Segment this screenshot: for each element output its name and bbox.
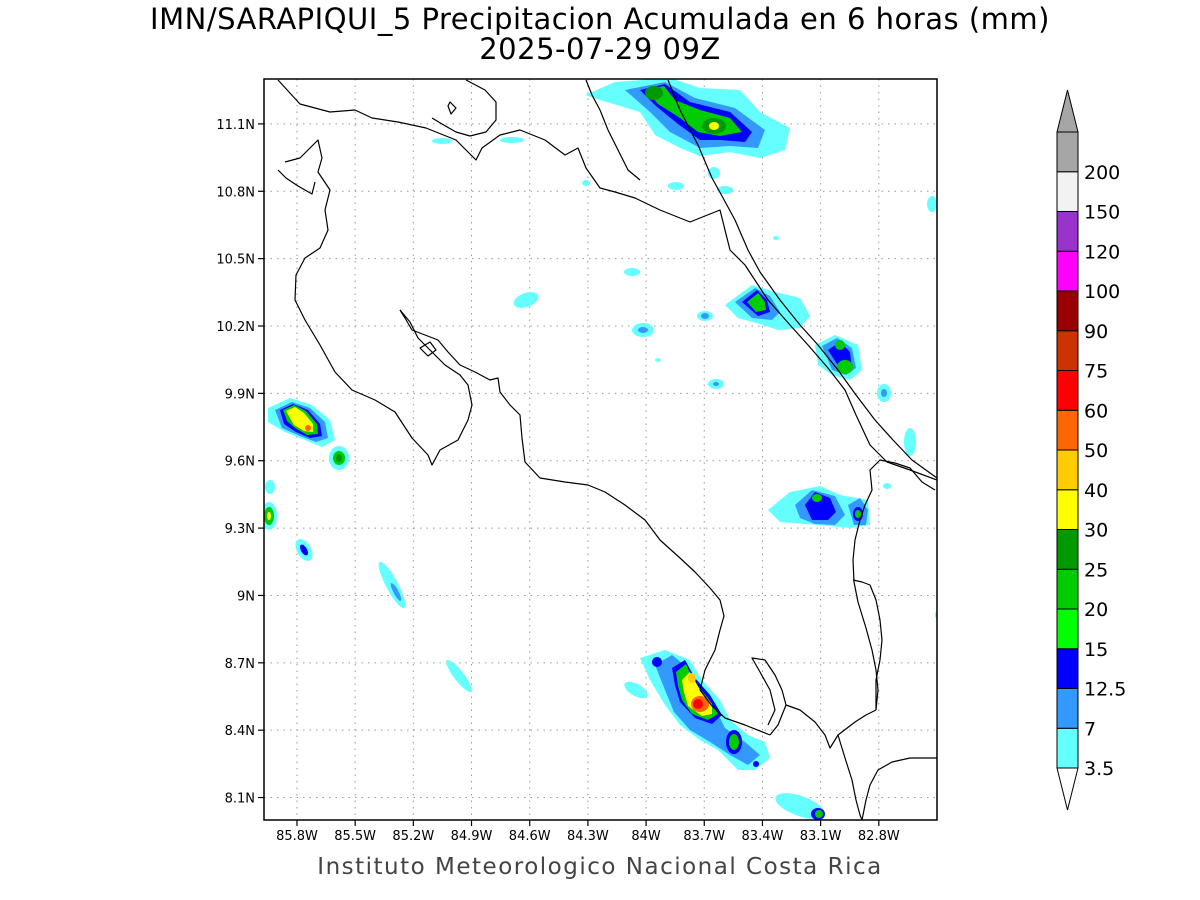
x-tick-label: 84W <box>631 829 661 844</box>
precip-cell-nw-pacific-2 <box>329 446 349 470</box>
footer-credit: Instituto Meteorologico Nacional Costa R… <box>317 854 883 880</box>
y-tick-label: 8.7N <box>225 657 255 672</box>
colorbar-label: 50 <box>1084 440 1108 462</box>
precip-cell-caribbean-north <box>513 268 810 389</box>
precipitation-cells <box>264 79 937 820</box>
y-tick-label: 10.5N <box>216 253 255 268</box>
x-tick-label: 83.1W <box>800 829 842 844</box>
colorbar-swatch <box>1056 727 1079 769</box>
map-timestamp: 2025-07-29 09Z <box>479 32 721 66</box>
colorbar-swatch <box>1056 648 1079 689</box>
colorbar-label: 7 <box>1084 718 1096 740</box>
x-tick-label: 85.5W <box>334 829 376 844</box>
x-tick-label: 83.7W <box>683 829 725 844</box>
colorbar-label: 100 <box>1084 281 1120 303</box>
y-tick-label: 9.6N <box>225 455 255 470</box>
colorbar-swatch <box>1056 131 1079 173</box>
colorbar: 3.5 7 12.5 15 20 25 30 40 50 60 75 90 100 120 150 200 <box>1056 89 1126 811</box>
colorbar-swatch <box>1056 529 1079 570</box>
colorbar-label: 25 <box>1084 559 1108 581</box>
x-tick-label: 85.2W <box>392 829 434 844</box>
colorbar-label: 75 <box>1084 361 1108 383</box>
coastline-borders <box>277 79 937 820</box>
colorbar-label: 20 <box>1084 599 1108 621</box>
precip-cell-caribbean-limon <box>815 335 916 456</box>
colorbar-swatch <box>1056 688 1079 729</box>
colorbar-label: 200 <box>1084 162 1120 184</box>
colorbar-swatch <box>1056 608 1079 650</box>
precip-cell-west-edge <box>264 480 472 693</box>
colorbar-swatch <box>1056 409 1079 451</box>
colorbar-max-arrow <box>1056 89 1079 133</box>
colorbar-swatch <box>1056 449 1079 491</box>
colorbar-label: 12.5 <box>1084 679 1126 701</box>
grid-lines <box>264 79 937 820</box>
map-axes: 85.8W 85.5W 85.2W 84.9W 84.6W 84.3W 84W 83.7W 83… <box>216 118 900 844</box>
y-tick-label: 8.4N <box>225 724 255 739</box>
colorbar-label: 30 <box>1084 520 1108 542</box>
colorbar-swatch <box>1056 568 1079 610</box>
x-tick-label: 82.8W <box>858 829 900 844</box>
colorbar-label: 60 <box>1084 400 1108 422</box>
colorbar-label: 40 <box>1084 480 1108 502</box>
colorbar-label: 3.5 <box>1084 758 1114 780</box>
colorbar-label: 120 <box>1084 241 1120 263</box>
x-tick-label: 85.8W <box>276 829 318 844</box>
y-tick-label: 10.2N <box>216 320 255 335</box>
colorbar-swatch <box>1056 211 1079 252</box>
map-title: IMN/SARAPIQUI_5 Precipitacion Acumulada … <box>150 2 1050 36</box>
y-tick-label: 10.8N <box>216 185 255 200</box>
x-tick-label: 84.3W <box>567 829 609 844</box>
y-tick-label: 8.1N <box>225 792 255 807</box>
y-tick-label: 9.9N <box>225 387 255 402</box>
colorbar-swatch <box>1056 330 1079 371</box>
y-tick-label: 11.1N <box>216 118 255 133</box>
colorbar-swatch <box>1056 171 1079 212</box>
colorbar-label: 90 <box>1084 321 1108 343</box>
precip-cell-nw-pacific <box>268 398 335 447</box>
colorbar-label: 150 <box>1084 202 1120 224</box>
plot-frame <box>263 78 938 821</box>
x-tick-label: 84.6W <box>509 829 551 844</box>
y-tick-label: 9.3N <box>225 522 255 537</box>
x-tick-label: 84.9W <box>451 829 493 844</box>
colorbar-swatch <box>1056 290 1079 332</box>
colorbar-swatch <box>1056 250 1079 292</box>
colorbar-swatch <box>1056 370 1079 411</box>
x-tick-label: 83.4W <box>742 829 784 844</box>
y-tick-label: 9N <box>237 589 255 604</box>
colorbar-label: 15 <box>1084 639 1108 661</box>
colorbar-swatch <box>1056 489 1079 530</box>
precip-cell-north <box>432 79 937 240</box>
precip-cell-panama-border <box>768 483 891 528</box>
colorbar-min-arrow <box>1056 767 1079 811</box>
precip-cell-osa <box>624 611 937 820</box>
